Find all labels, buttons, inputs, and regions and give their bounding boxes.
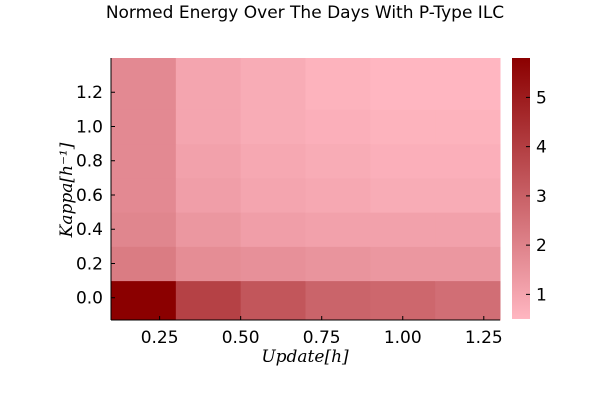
heatmap-cell bbox=[305, 280, 371, 321]
heatmap-cell bbox=[435, 58, 501, 110]
y-axis-ticks: 0.0 0.2 0.4 0.6 0.8 1.0 1.2 bbox=[76, 83, 115, 309]
y-tick-label: 1.2 bbox=[76, 83, 103, 103]
heatmap-cell bbox=[370, 212, 436, 247]
heatmap-cell bbox=[175, 212, 242, 247]
y-axis-label: Kappa[h⁻¹] bbox=[57, 142, 77, 238]
y-tick-label: 0.8 bbox=[76, 152, 103, 172]
heatmap-cell bbox=[370, 58, 436, 110]
y-tick-label: 0.2 bbox=[76, 254, 103, 274]
heatmap-cell bbox=[240, 246, 306, 282]
heatmap-cell bbox=[435, 212, 501, 247]
heatmap-cell bbox=[305, 177, 371, 213]
heatmap-cell bbox=[370, 280, 436, 321]
heatmap-cell bbox=[175, 246, 242, 282]
colorbar: 1 2 3 4 5 bbox=[512, 58, 547, 319]
x-tick-label: 0.75 bbox=[303, 328, 341, 348]
heatmap-cell bbox=[435, 109, 501, 145]
heatmap-cell bbox=[240, 109, 306, 145]
chart-title: Normed Energy Over The Days With P-Type … bbox=[106, 3, 504, 23]
heatmap-cell bbox=[435, 280, 501, 321]
heatmap-cell bbox=[305, 143, 371, 179]
heatmap-cell bbox=[240, 280, 306, 321]
heatmap-cell bbox=[111, 58, 177, 110]
heatmap-cell bbox=[305, 246, 371, 282]
heatmap-cell bbox=[240, 143, 306, 179]
heatmap-cell bbox=[175, 143, 242, 179]
x-tick-label: 1.00 bbox=[384, 328, 422, 348]
x-tick-label: 0.50 bbox=[222, 328, 260, 348]
y-tick-label: 0.4 bbox=[76, 220, 103, 240]
heatmap-cell bbox=[435, 143, 501, 179]
y-tick-label: 0.0 bbox=[76, 289, 103, 309]
heatmap-cell bbox=[240, 177, 306, 213]
x-axis-label: Update[h] bbox=[261, 347, 349, 367]
heatmap-cell bbox=[111, 280, 177, 321]
heatmap-cells bbox=[111, 58, 501, 321]
heatmap-cell bbox=[240, 212, 306, 247]
heatmap-cell bbox=[305, 58, 371, 110]
x-axis-ticks: 0.25 0.50 0.75 1.00 1.25 bbox=[141, 316, 503, 348]
heatmap-cell bbox=[175, 58, 242, 110]
heatmap-cell bbox=[370, 246, 436, 282]
colorbar-tick-label: 5 bbox=[536, 88, 547, 108]
heatmap-cell bbox=[111, 109, 177, 145]
plot-axes bbox=[110, 58, 500, 321]
colorbar-tick-label: 2 bbox=[536, 236, 547, 256]
heatmap-cell bbox=[240, 58, 306, 110]
heatmap-cell bbox=[435, 246, 501, 282]
y-tick-label: 0.6 bbox=[76, 186, 103, 206]
colorbar-gradient bbox=[512, 58, 530, 319]
heatmap-cell bbox=[175, 280, 242, 321]
colorbar-tick-label: 1 bbox=[536, 285, 547, 305]
colorbar-tick-label: 3 bbox=[536, 187, 547, 207]
heatmap-cell bbox=[111, 177, 177, 213]
heatmap-cell bbox=[370, 177, 436, 213]
heatmap-cell bbox=[175, 177, 242, 213]
y-tick-label: 1.0 bbox=[76, 117, 103, 137]
x-tick-label: 1.25 bbox=[465, 328, 503, 348]
heatmap-cell bbox=[175, 109, 242, 145]
heatmap-cell bbox=[305, 212, 371, 247]
x-tick-label: 0.25 bbox=[141, 328, 179, 348]
heatmap-cell bbox=[370, 109, 436, 145]
heatmap-cell bbox=[305, 109, 371, 145]
heatmap-cell bbox=[111, 143, 177, 179]
colorbar-tick-label: 4 bbox=[536, 138, 547, 158]
heatmap-cell bbox=[111, 246, 177, 282]
heatmap-cell bbox=[435, 177, 501, 213]
heatmap-cell bbox=[370, 143, 436, 179]
heatmap-cell bbox=[111, 212, 177, 247]
